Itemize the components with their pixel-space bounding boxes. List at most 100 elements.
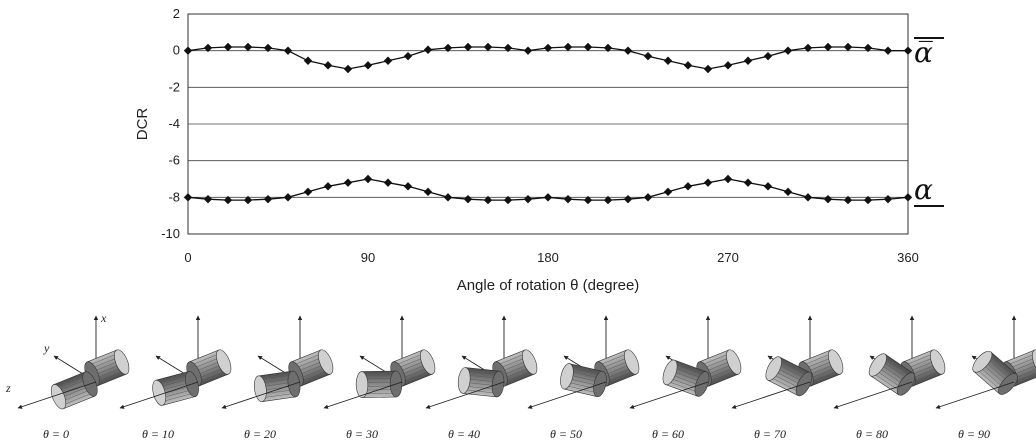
y-tick-label: 0	[173, 43, 180, 58]
y-tick-label: -10	[161, 226, 180, 241]
data-point	[483, 42, 493, 52]
rotation-panel: θ = 80	[833, 315, 946, 441]
grid-lines	[188, 50, 908, 198]
data-point	[543, 43, 553, 53]
data-point	[883, 194, 893, 204]
rotation-panel: θ = 70	[731, 315, 844, 441]
z-axis-arrow	[323, 381, 403, 409]
theta-label: θ = 40	[448, 427, 480, 441]
data-point	[823, 194, 833, 204]
data-point	[443, 193, 453, 202]
data-point	[243, 195, 253, 205]
x-tick-label: 270	[717, 250, 739, 265]
fixed-cylinder	[390, 349, 436, 387]
data-point	[623, 46, 633, 55]
data-point	[743, 178, 753, 187]
data-point	[363, 174, 373, 184]
y-tick-label: -6	[168, 153, 180, 168]
data-point	[403, 51, 413, 61]
series-alpha-bar-label: α̅	[914, 36, 944, 69]
z-axis-arrow	[425, 381, 505, 409]
data-point	[583, 195, 593, 205]
rotation-panel: θ = 60	[629, 315, 742, 441]
rotating-cylinder	[253, 370, 301, 402]
data-point	[503, 43, 513, 53]
data-point	[903, 46, 913, 55]
data-point	[603, 43, 613, 53]
z-axis-arrow	[833, 381, 913, 409]
data-point	[303, 187, 313, 197]
data-point	[363, 61, 373, 70]
rotating-cylinder	[662, 359, 710, 397]
rotation-panel: x y z θ = 0	[5, 311, 130, 441]
rotating-cylinder	[560, 363, 607, 398]
data-point	[663, 56, 673, 65]
series-0	[183, 42, 913, 74]
y-tick-labels: 2 0 -2 -4 -6 -8 -10	[161, 6, 180, 241]
series-alpha-bar-name: α̅	[914, 36, 933, 69]
z-axis-arrow	[221, 381, 301, 409]
rotating-cylinder	[972, 350, 1018, 395]
data-point	[683, 182, 693, 191]
x-axis-letter: x	[100, 311, 107, 325]
data-point	[343, 178, 353, 187]
data-point	[703, 64, 713, 74]
theta-label: θ = 20	[244, 427, 276, 441]
data-point	[803, 43, 813, 53]
x-tick-label: 90	[361, 250, 375, 265]
data-point	[263, 194, 273, 204]
data-point	[643, 51, 653, 61]
z-axis-arrow	[17, 381, 97, 409]
data-point	[883, 46, 893, 55]
fixed-cylinder	[288, 349, 334, 387]
series-group	[183, 42, 913, 205]
data-point	[603, 195, 613, 205]
data-point	[503, 195, 513, 205]
theta-label: θ = 0	[43, 427, 69, 441]
data-point	[903, 193, 913, 202]
rotation-panel: θ = 50	[527, 315, 640, 441]
rotating-cylinder	[868, 353, 916, 396]
y-tick-label: -8	[168, 189, 180, 204]
data-point	[523, 46, 533, 55]
data-point	[183, 193, 193, 202]
z-axis-arrow	[527, 381, 607, 409]
rotation-panel: θ = 20	[221, 315, 334, 441]
data-point	[203, 194, 213, 204]
series-alpha-label: α	[914, 173, 944, 207]
data-point	[783, 46, 793, 55]
rotating-cylinder	[152, 371, 199, 406]
data-point	[823, 42, 833, 52]
data-point	[323, 61, 333, 70]
data-point	[203, 43, 213, 53]
data-point	[383, 56, 393, 65]
data-point	[343, 64, 353, 74]
rotation-panel: θ = 40	[425, 315, 538, 441]
data-point	[723, 61, 733, 70]
y-axis-title: DCR	[134, 108, 151, 141]
x-axis-title: Angle of rotation θ (degree)	[457, 277, 640, 294]
data-point	[303, 56, 313, 65]
series-1	[183, 174, 913, 205]
rotation-panel: θ = 10	[119, 315, 232, 441]
data-point	[543, 193, 553, 202]
data-point	[843, 195, 853, 205]
data-point	[583, 42, 593, 52]
data-point	[763, 51, 773, 61]
plot-area-frame	[187, 13, 909, 235]
rotation-panel: θ = 30	[323, 315, 436, 441]
data-point	[563, 42, 573, 52]
data-point	[243, 42, 253, 52]
data-point	[223, 195, 233, 205]
fixed-cylinder	[186, 349, 232, 387]
z-axis-arrow	[629, 381, 709, 409]
y-tick-label: -4	[168, 116, 180, 131]
data-point	[863, 43, 873, 53]
data-point	[463, 42, 473, 52]
data-point	[523, 194, 533, 204]
data-point	[183, 46, 193, 55]
data-point	[423, 187, 433, 197]
data-point	[403, 182, 413, 191]
data-point	[463, 194, 473, 204]
